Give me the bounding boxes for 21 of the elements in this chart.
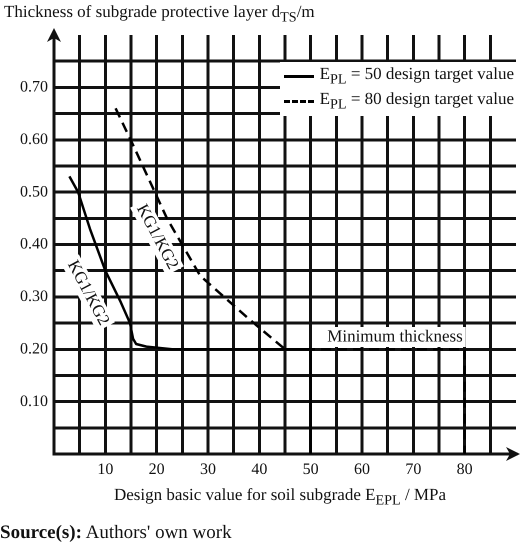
- x-axis-title: Design basic value for soil subgrade E$_{EPL}$ / MPa: [112, 485, 448, 510]
- legend-label: E$_{PL}$ = 50 design target value: [320, 64, 514, 89]
- y-axis-title: Thickness of subgrade protective layer d$_{TS}$/m: [4, 2, 315, 26]
- x-tick-label: 70: [405, 460, 422, 478]
- x-tick-label: 60: [354, 460, 370, 478]
- y-tick-label: 0.20: [20, 340, 48, 358]
- y-tick-label: 0.50: [20, 183, 48, 200]
- x-tick-label: 30: [200, 460, 216, 478]
- y-tick-label: 0.30: [20, 288, 48, 306]
- y-tick-label: 0.60: [20, 130, 48, 148]
- legend-label: E$_{PL}$ = 80 design target value: [320, 89, 514, 114]
- x-tick-label: 20: [148, 460, 165, 478]
- x-tick-label: 10: [97, 460, 114, 478]
- x-tick-label: 80: [456, 460, 473, 478]
- source-note: Source(s): Authors' own work: [0, 522, 232, 544]
- y-tick-label: 0.10: [20, 392, 48, 410]
- x-tick-label: 40: [251, 460, 268, 478]
- y-tick-label: 0.70: [20, 78, 48, 96]
- annotation: Minimum thickness: [327, 326, 463, 346]
- x-tick-label: 50: [302, 460, 319, 478]
- y-tick-label: 0.40: [20, 236, 48, 253]
